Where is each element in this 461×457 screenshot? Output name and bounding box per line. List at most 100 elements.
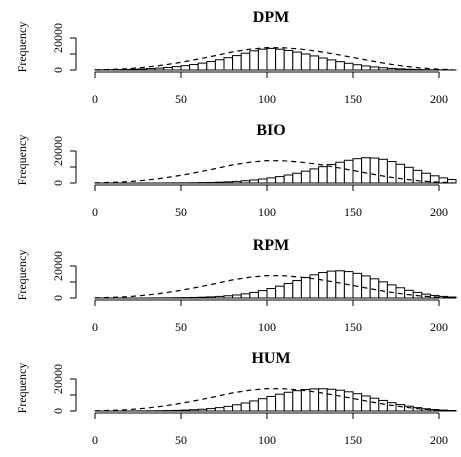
panel-title: RPM	[253, 237, 289, 254]
histogram-bar	[386, 161, 397, 184]
histogram-bar	[206, 296, 216, 299]
histogram-bar	[180, 65, 191, 71]
panel-rpm: RPM Frequency 0 20000 0 50 100 150 200	[15, 237, 457, 334]
histogram-bar	[275, 393, 285, 412]
histogram-bar	[249, 400, 259, 412]
histogram-bar	[369, 66, 380, 71]
histogram-bar	[189, 296, 199, 299]
histogram-bar	[223, 57, 234, 71]
histogram-bar	[223, 181, 234, 184]
x-tick-label: 200	[430, 433, 448, 447]
histogram-bar	[283, 49, 294, 71]
histogram-bar	[249, 291, 259, 299]
x-tick-label: 150	[344, 92, 362, 106]
histogram-bar	[309, 388, 320, 412]
histogram-bar	[232, 180, 242, 184]
histogram-bar	[361, 65, 371, 71]
y-tick-label: 20000	[51, 23, 65, 53]
histogram-bar	[266, 395, 277, 412]
y-axis-label: Frequency	[15, 135, 29, 186]
panel-title: DPM	[253, 9, 289, 26]
histogram-bar	[257, 48, 268, 71]
histogram-bar	[309, 168, 320, 184]
x-tick-label: 150	[344, 433, 362, 447]
histogram-bar	[266, 177, 277, 184]
histogram-bar	[335, 161, 345, 184]
histogram-bar	[275, 285, 285, 299]
histogram-bar	[318, 272, 328, 299]
histogram-bar	[343, 391, 354, 412]
histogram-bars	[94, 387, 457, 412]
reference-curve	[94, 274, 453, 299]
histogram-bar	[171, 66, 182, 71]
histogram-bar	[223, 295, 234, 299]
x-tick-label: 200	[430, 320, 448, 334]
x-axis: 0 50 100 150 200	[92, 205, 448, 219]
histogram-bar	[352, 64, 363, 71]
x-tick-label: 200	[430, 205, 448, 219]
histogram-bar	[369, 157, 380, 184]
histogram-bar	[318, 57, 328, 71]
histogram-bar	[223, 405, 234, 412]
histogram-bar	[257, 290, 268, 299]
histogram-bar	[214, 407, 225, 412]
y-tick-label: 0	[51, 180, 65, 186]
histogram-bars	[94, 157, 457, 184]
histogram-bar	[386, 402, 397, 412]
histogram-bar	[275, 48, 285, 71]
x-tick-label: 50	[175, 320, 187, 334]
y-tick-label: 0	[51, 408, 65, 414]
panel-bio: BIO Frequency 0 20000 0 50 100 150 200	[15, 122, 457, 219]
histogram-bar	[395, 287, 406, 299]
histogram-bar	[404, 405, 414, 412]
histogram-bar	[163, 66, 173, 71]
histogram-bar	[292, 172, 302, 184]
histogram-bar	[343, 62, 354, 71]
y-axis: 0 20000	[51, 23, 65, 73]
histogram-bar	[326, 163, 337, 184]
histogram-bar	[395, 404, 406, 412]
y-tick-label: 0	[51, 67, 65, 73]
y-axis: 0 20000	[51, 364, 65, 414]
histogram-bar	[369, 397, 380, 412]
histogram-bar	[206, 181, 216, 184]
x-tick-label: 0	[92, 433, 98, 447]
histogram-bar	[240, 402, 251, 412]
histogram-bar	[283, 391, 294, 412]
histogram-bar	[214, 295, 225, 299]
histogram-bar	[378, 399, 388, 412]
x-tick-label: 150	[344, 320, 362, 334]
y-tick-label: 20000	[51, 364, 65, 394]
histogram-bar	[386, 67, 397, 71]
histogram-bar	[240, 180, 251, 184]
histogram-bar	[266, 47, 277, 71]
reference-curve	[94, 387, 453, 412]
histogram-bar	[232, 404, 242, 412]
histogram-bar	[335, 270, 345, 299]
histogram-bar	[266, 288, 277, 299]
histogram-bar	[292, 280, 302, 299]
x-tick-label: 0	[92, 92, 98, 106]
histogram-bar	[292, 51, 302, 71]
histogram-bar	[309, 55, 320, 71]
y-axis: 0 20000	[51, 136, 65, 186]
histogram-bar	[128, 68, 139, 71]
histogram-bar	[404, 166, 414, 184]
x-tick-label: 100	[258, 433, 276, 447]
histogram-bar	[283, 174, 294, 184]
histogram-bar	[214, 181, 225, 184]
histogram-bar	[361, 395, 371, 412]
histogram-bar	[232, 55, 242, 71]
histogram-bar	[292, 390, 302, 412]
histogram-bar	[232, 294, 242, 299]
histogram-bar	[249, 179, 259, 184]
histogram-bar	[300, 389, 311, 412]
panel-title: HUM	[251, 350, 290, 367]
x-axis: 0 50 100 150 200	[92, 92, 448, 106]
panel-hum: HUM Frequency 0 20000 0 50 100 150 200	[15, 350, 457, 447]
histogram-bar	[335, 61, 345, 71]
y-axis-label: Frequency	[15, 363, 29, 414]
histogram-bar	[146, 68, 156, 71]
x-tick-label: 100	[258, 320, 276, 334]
histogram-bar	[137, 68, 148, 71]
